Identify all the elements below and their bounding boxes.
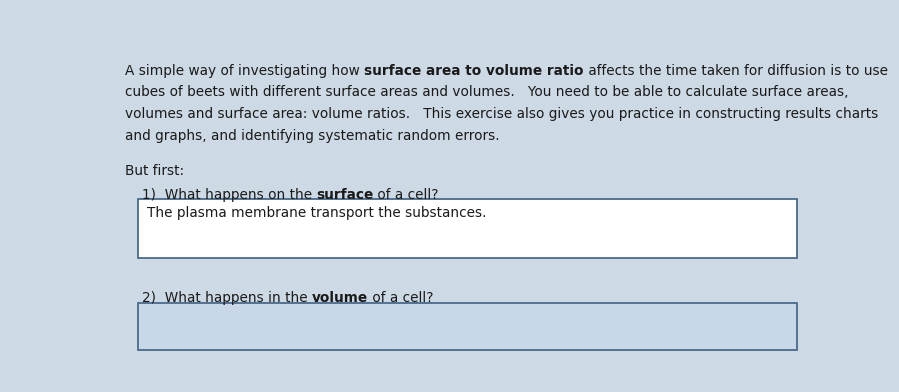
Text: and graphs, and identifying systematic random errors.: and graphs, and identifying systematic r… [125,129,500,143]
FancyBboxPatch shape [138,303,797,350]
Text: The plasma membrane transport the substances.: The plasma membrane transport the substa… [147,206,486,220]
FancyBboxPatch shape [138,200,797,258]
Text: volumes and surface area: volume ratios.   This exercise also gives you practice: volumes and surface area: volume ratios.… [125,107,878,121]
Text: surface: surface [316,187,373,201]
Text: A simple way of investigating how: A simple way of investigating how [125,64,364,78]
Text: surface area to volume ratio: surface area to volume ratio [364,64,583,78]
Text: cubes of beets with different surface areas and volumes.   You need to be able t: cubes of beets with different surface ar… [125,85,849,100]
Text: But first:: But first: [125,163,184,178]
Text: volume: volume [312,291,368,305]
Text: 1)  What happens on the: 1) What happens on the [142,187,316,201]
Text: of a cell?: of a cell? [373,187,439,201]
Text: affects the time taken for diffusion is to use: affects the time taken for diffusion is … [583,64,887,78]
Text: 2)  What happens in the: 2) What happens in the [142,291,312,305]
Text: of a cell?: of a cell? [368,291,433,305]
